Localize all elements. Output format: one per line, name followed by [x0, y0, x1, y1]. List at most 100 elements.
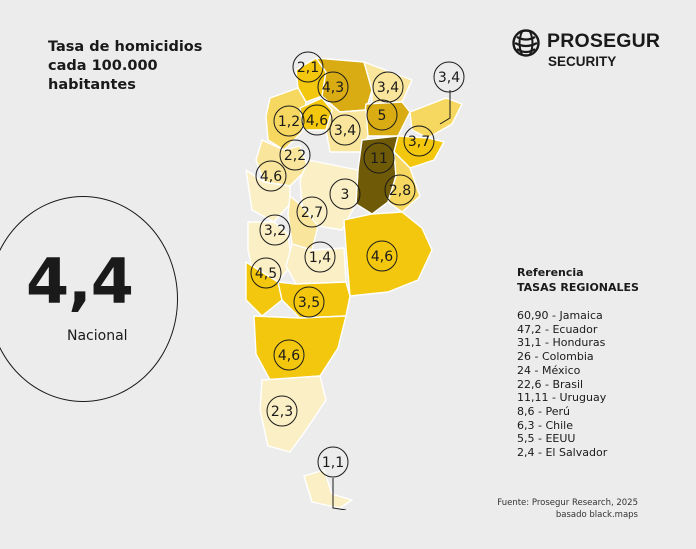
- reference-item: 22,6 - Brasil: [517, 377, 584, 391]
- rate-bubble-ring: [301, 104, 333, 136]
- rate-label: 2,2: [284, 148, 306, 164]
- province-mendoza: [247, 221, 293, 283]
- rate-label: 1,2: [278, 114, 300, 130]
- national-ring: [0, 196, 178, 402]
- rate-label: 3,4: [438, 70, 460, 86]
- reference-item: 26 - Colombia: [517, 350, 594, 364]
- title-line-1: Tasa de homicidios: [48, 39, 203, 55]
- reference-item: 31,1 - Honduras: [517, 336, 606, 350]
- rate-label: 4,5: [255, 266, 277, 282]
- rate-bubble: 11: [363, 142, 395, 174]
- rate-label: 4,6: [306, 113, 328, 129]
- rate-bubble: 4,5: [250, 257, 282, 289]
- rate-bubble: 3,7: [403, 125, 435, 157]
- rate-label: 11: [370, 151, 388, 167]
- rate-label: 2,3: [271, 404, 293, 420]
- reference-item: 8,6 - Perú: [517, 404, 570, 418]
- rate-bubble-ring: [266, 395, 298, 427]
- rate-bubble-ring: [317, 71, 349, 103]
- rate-bubble-ring: [259, 214, 291, 246]
- rate-bubble: 3,4: [372, 71, 404, 103]
- rate-bubble-ring: [366, 99, 398, 131]
- logo-name: PROSEGUR: [547, 30, 661, 52]
- rate-label: 2,1: [297, 60, 319, 76]
- rate-bubble-ring: [372, 71, 404, 103]
- source-line-1: Fuente: Prosegur Research, 2025: [497, 498, 638, 508]
- logo-subtitle: SECURITY: [548, 54, 617, 69]
- rate-bubble: 2,1: [292, 51, 324, 83]
- rate-bubble-ring: [296, 196, 328, 228]
- rate-bubble-ring: [273, 339, 305, 371]
- rate-label: 4,3: [322, 80, 344, 96]
- rate-label: 3,4: [334, 123, 356, 139]
- rate-bubble-ring: [293, 286, 325, 318]
- rate-bubble-ring: [403, 125, 435, 157]
- province-santa-cruz: [259, 375, 327, 453]
- rate-label: 3,4: [377, 80, 399, 96]
- rate-bubble: 4,3: [317, 71, 349, 103]
- argentina-map: 2,14,3 3,4 3,4 1,2 4,6 5 3,4 3,7 2,2 11 4,6 3 2,8 2,7…: [245, 51, 465, 510]
- rate-bubble-ring: [329, 178, 361, 210]
- rate-bubble-ring: [279, 139, 311, 171]
- rate-bubble-ring: [292, 51, 324, 83]
- reference-item: 6,3 - Chile: [517, 418, 573, 432]
- rate-bubble-ring: [363, 142, 395, 174]
- rate-bubble: 1,2: [273, 105, 305, 137]
- leader-lines-layer: [332, 90, 451, 510]
- reference-item: 11,11 - Uruguay: [517, 391, 607, 405]
- reference-list: 60,90 - Jamaica 47,2 - Ecuador 31,1 - Hond…: [517, 309, 639, 460]
- rate-bubble-ring: [250, 257, 282, 289]
- rate-bubble-ring: [329, 114, 361, 146]
- rate-bubble: 2,3: [266, 395, 298, 427]
- rate-bubble: 3,5: [293, 286, 325, 318]
- province-chaco: [363, 101, 411, 137]
- rate-bubble-ring: [433, 61, 465, 93]
- rate-bubble: 2,2: [279, 139, 311, 171]
- rate-label: 3,5: [298, 295, 320, 311]
- rate-bubble: 3,2: [259, 214, 291, 246]
- national-rate: 4,4: [26, 245, 134, 318]
- rate-label: 2,7: [301, 205, 323, 221]
- rate-label: 3,7: [408, 134, 430, 150]
- rate-bubble: 4,6: [301, 104, 333, 136]
- province-neuquen: [245, 261, 283, 317]
- rate-bubble-ring: [384, 174, 416, 206]
- reference-title: Referencia: [517, 266, 584, 279]
- reference-item: 47,2 - Ecuador: [517, 322, 598, 336]
- rate-bubble: 4,6: [366, 240, 398, 272]
- rate-bubble-ring: [273, 105, 305, 137]
- rate-bubble-ring: [366, 240, 398, 272]
- province-cordoba: [299, 159, 359, 231]
- province-misiones: [409, 97, 463, 139]
- rate-bubble: 4,6: [255, 160, 287, 192]
- rate-bubble: 3,4: [329, 114, 361, 146]
- rate-bubble: 1,4: [304, 241, 336, 273]
- rate-bubble: 4,6: [273, 339, 305, 371]
- rate-label: 3,2: [264, 223, 286, 239]
- map-title: Tasa de homicidios cada 100.000 habitant…: [48, 38, 248, 95]
- reference-subtitle: TASAS REGIONALES: [517, 281, 639, 294]
- province-tierra-del-fuego: [303, 469, 353, 509]
- reference-item: 5,5 - EEUU: [517, 432, 576, 446]
- reference-item: 24 - México: [517, 363, 581, 377]
- rate-bubble: 5: [366, 99, 398, 131]
- national-label: Nacional: [67, 328, 128, 344]
- globe-icon: [512, 29, 540, 57]
- province-buenos-aires: [343, 211, 433, 297]
- reference-item: 60,90 - Jamaica: [517, 309, 603, 322]
- rate-label: 5: [378, 108, 387, 124]
- rate-bubble: 3,4: [433, 61, 465, 93]
- rate-bubble: 3: [329, 178, 361, 210]
- title-line-2: cada 100.000: [48, 58, 158, 74]
- rate-label: 3: [341, 187, 350, 203]
- rate-label: 1,1: [322, 455, 344, 471]
- leader-misiones: [439, 90, 451, 125]
- rate-bubble-ring: [304, 241, 336, 273]
- rate-bubble: 2,7: [296, 196, 328, 228]
- source-line-2: basado black.maps: [555, 510, 638, 520]
- title-line-3: habitantes: [48, 77, 136, 93]
- rate-label: 2,8: [389, 183, 411, 199]
- rate-label: 4,6: [278, 348, 300, 364]
- rate-bubble: 1,1: [317, 446, 349, 478]
- rate-label: 4,6: [260, 169, 282, 185]
